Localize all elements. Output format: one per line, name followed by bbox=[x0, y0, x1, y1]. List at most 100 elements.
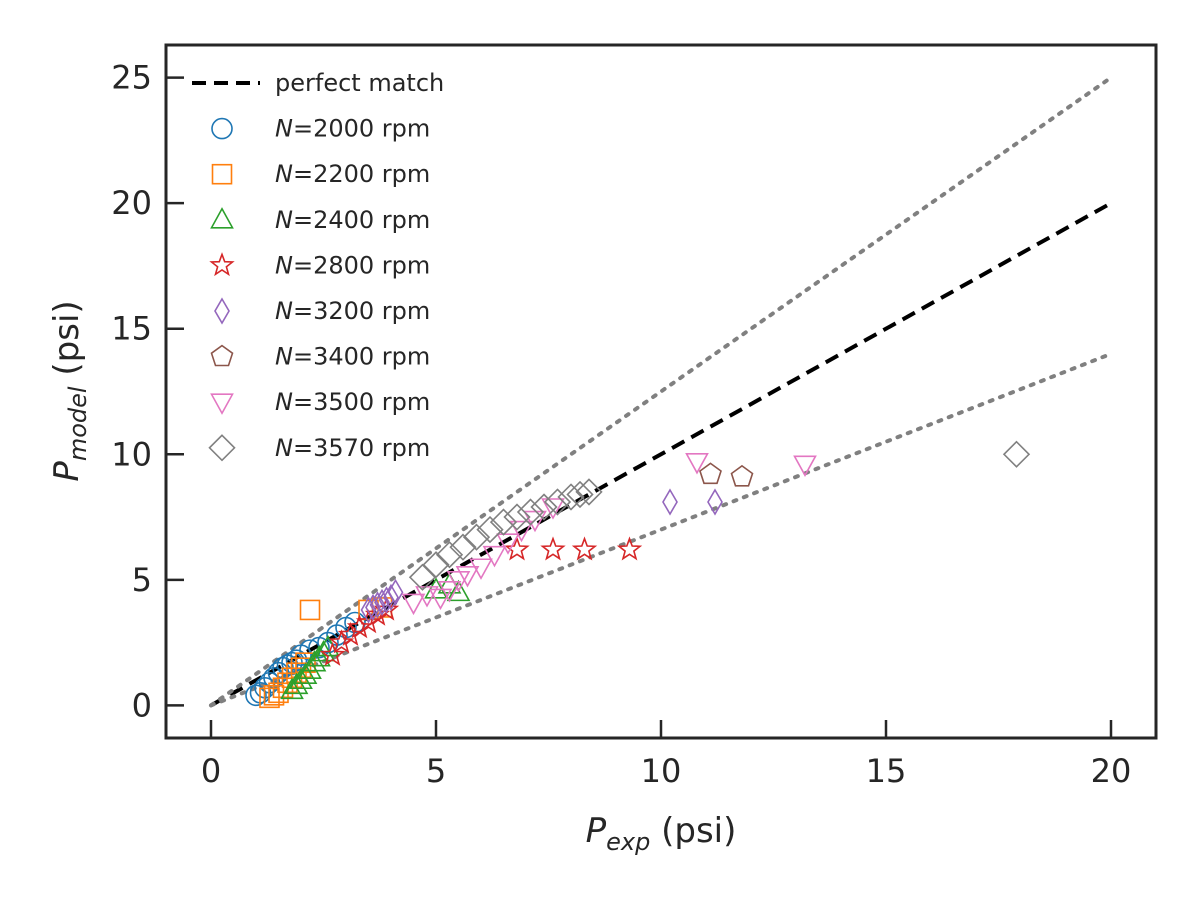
data-point bbox=[387, 578, 404, 606]
data-point bbox=[462, 523, 491, 551]
data-point bbox=[449, 533, 477, 561]
series-3500 bbox=[401, 453, 817, 616]
data-point bbox=[616, 536, 643, 561]
data-point bbox=[401, 593, 426, 616]
x-axis-label-main: P bbox=[586, 811, 607, 851]
data-point bbox=[428, 588, 453, 611]
data-point bbox=[446, 571, 471, 593]
legend-label-prefix: N bbox=[275, 251, 293, 279]
legend-label: N=2800 rpm bbox=[275, 251, 430, 279]
legend-item: N=2000 rpm bbox=[211, 115, 430, 143]
data-point bbox=[707, 488, 723, 516]
bound-line-2 bbox=[209, 351, 1113, 708]
x-tick-label: 10 bbox=[641, 752, 682, 790]
legend-item: N=3200 rpm bbox=[214, 297, 430, 325]
x-axis-label-sub: exp bbox=[606, 828, 650, 856]
x-tick-label: 20 bbox=[1091, 752, 1132, 790]
x-tick-label: 0 bbox=[201, 752, 221, 790]
data-point bbox=[575, 478, 603, 506]
data-point bbox=[337, 621, 364, 646]
data-point bbox=[469, 558, 493, 580]
bound-line-1 bbox=[209, 75, 1113, 708]
legend-label-text: =2200 rpm bbox=[293, 160, 430, 188]
x-tick-label: 15 bbox=[866, 752, 907, 790]
legend-label-prefix: N bbox=[275, 388, 293, 416]
y-tick-label: 20 bbox=[111, 184, 152, 222]
legend-swatch bbox=[210, 393, 234, 415]
x-axis-label-unit: (psi) bbox=[650, 811, 736, 851]
legend-item: N=2800 rpm bbox=[209, 251, 430, 279]
y-axis-label: Pmodel (psi) bbox=[47, 300, 92, 481]
data-point bbox=[435, 541, 464, 569]
data-point bbox=[571, 536, 598, 561]
data-point bbox=[365, 593, 381, 622]
data-point bbox=[540, 536, 566, 561]
legend-label: N=2400 rpm bbox=[275, 206, 430, 234]
data-point bbox=[793, 455, 817, 477]
data-point bbox=[344, 611, 366, 634]
data-point bbox=[383, 583, 399, 611]
legend-label-text: =3200 rpm bbox=[293, 297, 430, 325]
legend-item: N=2400 rpm bbox=[210, 206, 430, 234]
data-point bbox=[437, 581, 462, 603]
legend-label: N=3500 rpm bbox=[275, 388, 430, 416]
legend-label-prefix: N bbox=[275, 434, 293, 462]
data-point bbox=[476, 515, 504, 544]
axis-ticks: 0 5 10 15 20 0 5 10 15 20 25 bbox=[111, 59, 1131, 790]
legend-label: N=3400 rpm bbox=[275, 343, 430, 371]
legend-swatch bbox=[210, 207, 234, 229]
series-2400 bbox=[280, 572, 471, 700]
legend-swatch bbox=[211, 117, 233, 140]
legend-item: N=3570 rpm bbox=[208, 434, 430, 462]
reference-lines bbox=[209, 75, 1113, 708]
legend-label: perfect match bbox=[275, 69, 444, 97]
data-point bbox=[489, 508, 518, 536]
data-point bbox=[557, 483, 585, 511]
y-axis-label-main: P bbox=[47, 461, 87, 482]
legend-label-text: =2400 rpm bbox=[293, 206, 430, 234]
data-point bbox=[662, 488, 678, 516]
legend-item: perfect match bbox=[192, 69, 444, 97]
data-point bbox=[422, 551, 450, 579]
legend-label-text: =3570 rpm bbox=[293, 434, 430, 462]
data-point bbox=[685, 453, 709, 475]
data-point bbox=[530, 493, 558, 521]
series-3570 bbox=[408, 440, 1031, 591]
y-tick-label: 0 bbox=[132, 686, 152, 724]
legend-label-text: =3500 rpm bbox=[293, 388, 430, 416]
data-point bbox=[496, 533, 520, 555]
data-point bbox=[415, 586, 439, 608]
x-tick-label: 5 bbox=[426, 752, 446, 790]
legend-label: N=2000 rpm bbox=[275, 115, 430, 143]
legend-swatch bbox=[211, 163, 233, 185]
data-point bbox=[541, 498, 565, 520]
legend-label: N=3200 rpm bbox=[275, 297, 430, 325]
legend-swatch bbox=[208, 434, 236, 462]
data-point bbox=[543, 488, 572, 516]
data-point bbox=[503, 503, 531, 531]
data-point bbox=[509, 520, 534, 543]
data-point bbox=[504, 536, 530, 561]
y-tick-label: 15 bbox=[111, 310, 152, 348]
legend-label-text: =2000 rpm bbox=[293, 115, 430, 143]
data-point bbox=[290, 657, 312, 678]
data-point bbox=[319, 641, 346, 666]
data-points bbox=[245, 440, 1031, 709]
legend-swatch bbox=[214, 297, 230, 325]
data-point bbox=[295, 652, 316, 673]
data-point bbox=[328, 629, 355, 654]
legend-swatch bbox=[209, 252, 235, 277]
data-point bbox=[730, 464, 754, 487]
legend-label-text: =3400 rpm bbox=[293, 343, 430, 371]
y-axis-label-unit: (psi) bbox=[47, 300, 87, 386]
data-point bbox=[374, 588, 390, 617]
legend-label-text: =2800 rpm bbox=[293, 251, 430, 279]
data-point bbox=[360, 596, 377, 624]
data-point bbox=[516, 498, 545, 526]
data-point bbox=[699, 462, 722, 485]
data-point bbox=[446, 579, 471, 602]
legend-label-prefix: N bbox=[275, 206, 293, 234]
